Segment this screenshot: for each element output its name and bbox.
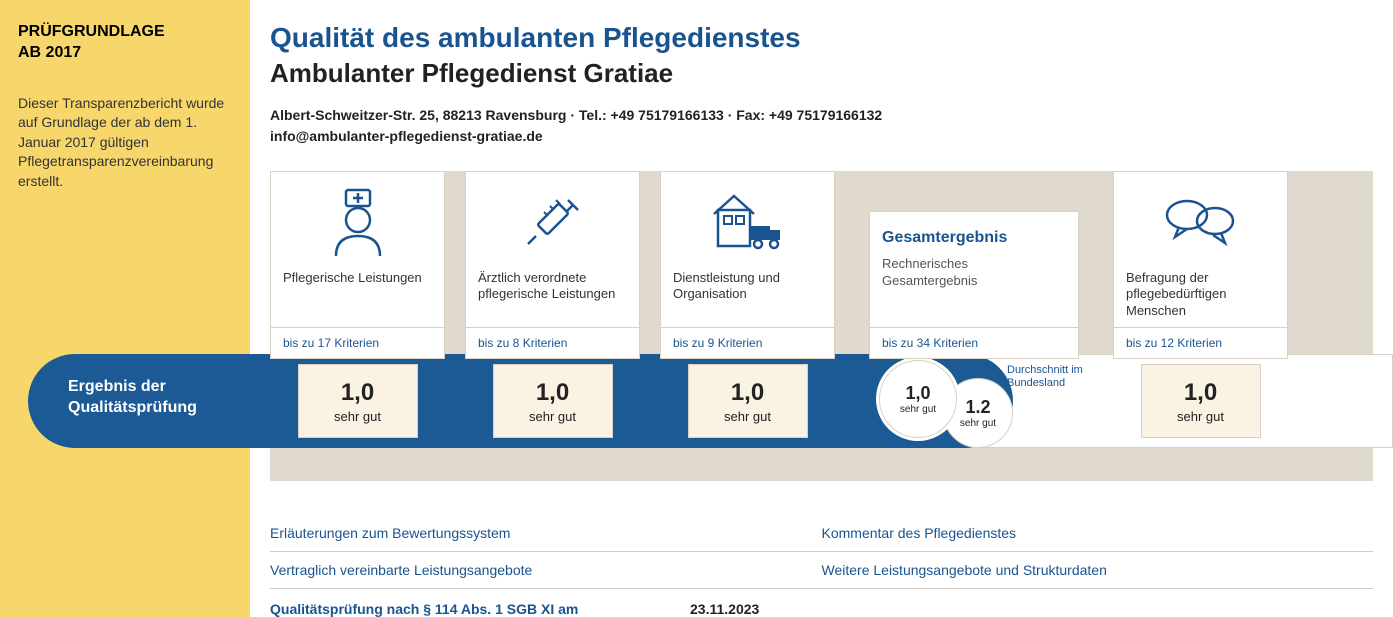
score-val: 1,0 <box>1184 379 1217 407</box>
link-further[interactable]: Weitere Leistungsangebote und Strukturda… <box>822 562 1374 578</box>
link-explanations[interactable]: Erläuterungen zum Bewertungssystem <box>270 525 822 541</box>
card-medical: Ärztlich verord­nete pflegerische Leistu… <box>465 171 640 359</box>
link-comment[interactable]: Kommentar des Pflegedienstes <box>822 525 1374 541</box>
score-txt: sehr gut <box>724 409 771 424</box>
total-score-box: 1,0 sehr gut 1.2 sehr gut Durchschnitt i… <box>855 350 1113 452</box>
score-txt: sehr gut <box>529 409 576 424</box>
score-box-1: 1,0 sehr gut <box>270 364 445 438</box>
card-service: Dienstleistung und Organisation bis zu 9… <box>660 171 835 359</box>
contact-line2: info@ambulanter-pflegedienst-gratiae.de <box>270 126 1373 147</box>
card-criteria: bis zu 8 Kriterien <box>466 327 639 358</box>
survey-score-box: 1,0 sehr gut <box>1113 364 1288 438</box>
result-label: Ergebnis der Qualitätsprüfung <box>68 377 197 419</box>
house-truck-icon <box>673 184 822 262</box>
contact-block: Albert-Schweitzer-Str. 25, 88213 Ravensb… <box>270 105 1373 147</box>
card-survey: Befragung der pflegebedürftigen Menschen… <box>1113 171 1288 359</box>
links-row-2: Vertraglich vereinbarte Leistungsangebot… <box>270 552 1373 589</box>
card-total-sub: Rechnerisches Gesamtergebnis <box>882 256 1066 290</box>
result-bar: Ergebnis der Qualitätsprüfung 1,0 sehr g… <box>0 350 1393 452</box>
total-circle: 1,0 sehr gut <box>879 360 957 438</box>
sidebar-heading-line1: PRÜFGRUNDLAGE <box>18 23 165 40</box>
link-contracted[interactable]: Vertraglich vereinbarte Leistungsangebot… <box>270 562 822 578</box>
page-title: Qualität des ambulanten Pflegedienstes <box>270 22 1373 54</box>
contact-line1: Albert-Schweitzer-Str. 25, 88213 Ravensb… <box>270 105 1373 126</box>
main-content: Qualität des ambulanten Pflegedienstes A… <box>250 0 1393 617</box>
sidebar-text: Dieser Transparenzbericht wurde auf Grun… <box>18 94 228 192</box>
scores-row: 1,0 sehr gut 1,0 sehr gut 1,0 sehr gut 1… <box>270 350 1373 452</box>
nurse-icon <box>283 184 432 262</box>
final-row: Qualitätsprüfung nach § 114 Abs. 1 SGB X… <box>270 589 1373 617</box>
card-title: Befragung der pflegebedürftigen Menschen <box>1126 270 1275 319</box>
card-total-title: Gesamtergebnis <box>882 228 1066 248</box>
score-val: 1,0 <box>731 379 764 407</box>
cards-row: Pflegerische Leistungen bis zu 17 Kriter… <box>270 171 1373 359</box>
links-row-1: Erläuterungen zum Bewertungssystem Komme… <box>270 515 1373 552</box>
card-criteria: bis zu 9 Kriterien <box>661 327 834 358</box>
total-score: 1,0 <box>905 383 930 404</box>
card-title: Ärztlich verord­nete pflegerische Leistu… <box>478 270 627 318</box>
card-nursing: Pflegerische Leistungen bis zu 17 Kriter… <box>270 171 445 359</box>
sidebar-heading-line2: AB 2017 <box>18 44 81 61</box>
card-criteria: bis zu 34 Kriterien <box>870 327 1078 358</box>
avg-label: Durchschnitt im Bundesland <box>1007 364 1097 390</box>
score-val: 1,0 <box>341 379 374 407</box>
score-txt: sehr gut <box>1177 409 1224 424</box>
check-label: Qualitätsprüfung nach § 114 Abs. 1 SGB X… <box>270 601 690 617</box>
score-box-3: 1,0 sehr gut <box>660 364 835 438</box>
sidebar-heading: PRÜFGRUNDLAGE AB 2017 <box>18 22 228 64</box>
total-rating: sehr gut <box>900 404 936 415</box>
speech-bubbles-icon <box>1126 184 1275 262</box>
card-criteria: bis zu 17 Kriterien <box>271 327 444 358</box>
service-name: Ambulanter Pflegedienst Gratiae <box>270 58 1373 89</box>
card-criteria: bis zu 12 Kriterien <box>1114 327 1287 358</box>
score-box-2: 1,0 sehr gut <box>465 364 640 438</box>
score-txt: sehr gut <box>334 409 381 424</box>
score-val: 1,0 <box>536 379 569 407</box>
card-title: Pflegerische Leistungen <box>283 270 432 318</box>
avg-score: 1.2 <box>965 397 990 418</box>
sidebar: PRÜFGRUNDLAGE AB 2017 Dieser Transparenz… <box>0 0 250 617</box>
check-date: 23.11.2023 <box>690 601 759 617</box>
card-total: Gesamtergebnis Rechnerisches Gesamtergeb… <box>869 211 1079 359</box>
card-title: Dienstleistung und Organisation <box>673 270 822 318</box>
links-section: Erläuterungen zum Bewertungssystem Komme… <box>270 515 1373 617</box>
avg-rating: sehr gut <box>960 418 996 429</box>
syringe-icon <box>478 184 627 262</box>
